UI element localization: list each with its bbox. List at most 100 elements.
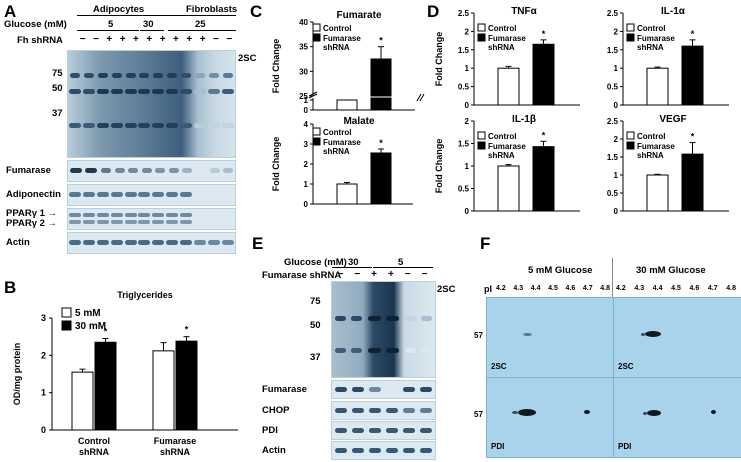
y-tick-label: 1.5 xyxy=(458,140,470,149)
y-tick-label: 1.5 xyxy=(458,46,470,55)
legend-swatch xyxy=(626,23,635,32)
legend-swatch xyxy=(626,33,635,42)
fh-shrna-label: Fh shRNA xyxy=(17,35,63,46)
lane-sign: + xyxy=(159,34,166,45)
legend-swatch xyxy=(477,23,486,32)
y-axis-label: Fold Change xyxy=(434,139,444,194)
legend-label: shRNA xyxy=(637,151,664,160)
glucose-value-5: 5 xyxy=(108,19,114,30)
y-tick-label: 0.5 xyxy=(458,185,470,194)
lane-sign: − xyxy=(79,34,86,45)
pi-tick: 4.7 xyxy=(582,285,593,292)
panel-f-letter: F xyxy=(480,234,491,253)
y-tick-label: 1.5 xyxy=(607,46,619,55)
mw-50-e: 50 xyxy=(310,320,321,331)
x-category-label: shRNA xyxy=(79,447,110,457)
y-tick-label: 1 xyxy=(614,64,619,73)
legend-swatch xyxy=(477,141,486,150)
mw-57-top: 57 xyxy=(474,331,483,340)
y-tick-label: 2 xyxy=(465,117,470,126)
lane-signs-e: − − + + − − xyxy=(332,269,433,281)
blot-adiponectin-a xyxy=(67,184,236,206)
lane-sign: + xyxy=(186,34,193,45)
chart-title: Fumarate xyxy=(336,10,381,21)
legend-label: shRNA xyxy=(323,147,350,156)
break-mark xyxy=(419,93,425,102)
bar-fumarase-shrna xyxy=(370,58,392,97)
y-tick-label: 2 xyxy=(614,135,619,144)
y-tick-label: 1.5 xyxy=(607,153,619,162)
legend-label: Fumarase xyxy=(637,142,675,151)
panel-d-letter: D xyxy=(427,2,440,21)
glucose-label-e: Glucose (mM) xyxy=(284,257,347,268)
significance-star: * xyxy=(542,130,546,140)
y-tick-label: 40 xyxy=(299,18,308,27)
legend-swatch xyxy=(312,127,321,136)
blot-fumarase-a xyxy=(67,160,236,182)
y-axis-label: Fold Change xyxy=(271,137,281,192)
title-5mm: 5 mM Glucose xyxy=(528,265,593,276)
mw-57-bottom: 57 xyxy=(474,410,483,419)
tag-2sc-a: 2SC xyxy=(238,53,257,64)
actin-label-a: Actin xyxy=(6,237,30,248)
y-tick-label: 0 xyxy=(304,106,309,115)
legend-label: shRNA xyxy=(488,43,515,52)
panel-a-letter: A xyxy=(4,2,17,21)
pi-tick: 4.4 xyxy=(652,285,663,292)
bar-control xyxy=(646,67,669,106)
y-tick-label: 35 xyxy=(299,43,308,52)
pi-tick: 4.7 xyxy=(707,285,718,292)
lane-sign: + xyxy=(133,34,139,45)
pi-tick: 4.3 xyxy=(634,285,645,292)
bar-fumarase-shrna-lower xyxy=(370,97,392,111)
y-tick-label: 0 xyxy=(465,207,470,215)
y-axis-label: Fold Change xyxy=(434,32,444,87)
fibroblasts-label: Fibroblasts xyxy=(186,4,238,15)
pi-tick: 4.6 xyxy=(689,285,700,292)
y-tick-label: 1 xyxy=(465,64,470,73)
bar-fumarase-shrna xyxy=(532,146,555,212)
y-tick-label: 1 xyxy=(465,162,470,171)
lane-sign: + xyxy=(173,34,179,45)
significance-star: * xyxy=(379,138,383,148)
pi-tick: 4.6 xyxy=(565,285,576,292)
y-tick-label: 0 xyxy=(614,207,619,215)
legend-swatch xyxy=(312,33,321,42)
pi-label: pI xyxy=(484,284,492,294)
y-tick-label: 1 xyxy=(304,96,309,105)
glucose-value-30-e: 30 xyxy=(348,257,359,268)
legend-label: Control xyxy=(488,132,516,141)
lane-sign: − xyxy=(354,269,361,280)
y-tick-label: 4 xyxy=(304,120,309,129)
y-tick-label: 0 xyxy=(304,200,309,209)
chart-title: Triglycerides xyxy=(117,290,173,300)
legend-swatch xyxy=(626,131,635,140)
pi-tick: 4.2 xyxy=(496,285,506,292)
bar-control xyxy=(497,67,520,106)
significance-star: * xyxy=(185,325,189,335)
tnf-chart: TNFα 0 0.5 1 1.5 2 2.5 Fold Change * ControlFumar… xyxy=(434,6,580,109)
malate-chart: Malate 0 1 2 3 4 Fold Change * ControlFumarasesh… xyxy=(271,116,413,209)
legend-label: Control xyxy=(637,24,665,33)
legend-swatch xyxy=(312,137,321,146)
bar-5mm xyxy=(71,371,94,431)
legend-swatch xyxy=(312,23,321,32)
lane-sign: + xyxy=(199,34,206,45)
lane-sign: − xyxy=(226,34,233,45)
adiponectin-label-a: Adiponectin xyxy=(6,189,61,200)
y-tick-label: 1 xyxy=(41,388,46,398)
legend-label: Fumarase xyxy=(637,34,675,43)
panel-b-letter: B xyxy=(4,278,17,297)
pi-ticks-right: 4.2 4.3 4.4 4.5 4.6 4.7 4.8 xyxy=(616,285,736,292)
chart-title: Malate xyxy=(343,116,375,127)
bar-control xyxy=(646,174,669,212)
pi-ticks-left: 4.2 4.3 4.4 4.5 4.6 4.7 4.8 xyxy=(496,285,610,292)
gel-30mm-2sc: 2SC xyxy=(613,297,741,378)
y-tick-label: 2 xyxy=(465,27,470,36)
bar-control xyxy=(336,99,358,111)
panel-e-letter: E xyxy=(252,234,264,253)
y-tick-label: 2 xyxy=(304,160,309,169)
blot-fumarase-e xyxy=(331,380,436,399)
